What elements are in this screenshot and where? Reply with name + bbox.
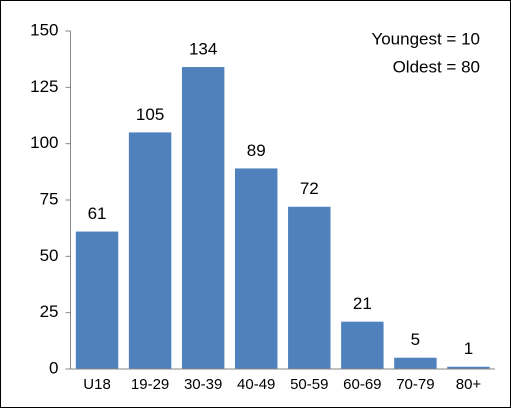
data-label: 21: [353, 294, 372, 313]
x-tick-label: 30-39: [184, 376, 222, 393]
x-tick-label: 50-59: [290, 376, 328, 393]
y-tick-label: 150: [30, 20, 58, 39]
data-label: 134: [189, 40, 217, 59]
y-tick-label: 25: [40, 302, 59, 321]
bar: [128, 132, 172, 369]
bar: [341, 321, 384, 369]
y-tick-label: 100: [30, 133, 58, 152]
y-tick-label: 75: [40, 189, 59, 208]
x-tick-label: 60-69: [343, 376, 381, 393]
x-tick-label: 19-29: [131, 376, 169, 393]
data-label: 1: [464, 339, 473, 358]
y-tick-label: 0: [49, 358, 58, 377]
data-label: 72: [300, 179, 319, 198]
bar: [394, 357, 437, 369]
y-tick-label: 50: [40, 246, 59, 265]
bar: [181, 67, 225, 369]
bar: [234, 168, 278, 369]
data-label: 5: [411, 330, 420, 349]
data-label: 105: [136, 105, 164, 124]
data-label: 61: [88, 204, 107, 223]
y-tick-label: 125: [30, 77, 58, 96]
x-tick-label: 80+: [456, 376, 482, 393]
bar: [447, 366, 490, 369]
bar: [288, 206, 331, 369]
x-tick-label: 70-79: [396, 376, 434, 393]
bar: [75, 231, 119, 369]
annotation: Oldest = 80: [393, 57, 480, 76]
data-label: 89: [247, 141, 266, 160]
annotation: Youngest = 10: [371, 29, 480, 48]
x-tick-label: 40-49: [237, 376, 275, 393]
x-tick-label: U18: [83, 376, 111, 393]
